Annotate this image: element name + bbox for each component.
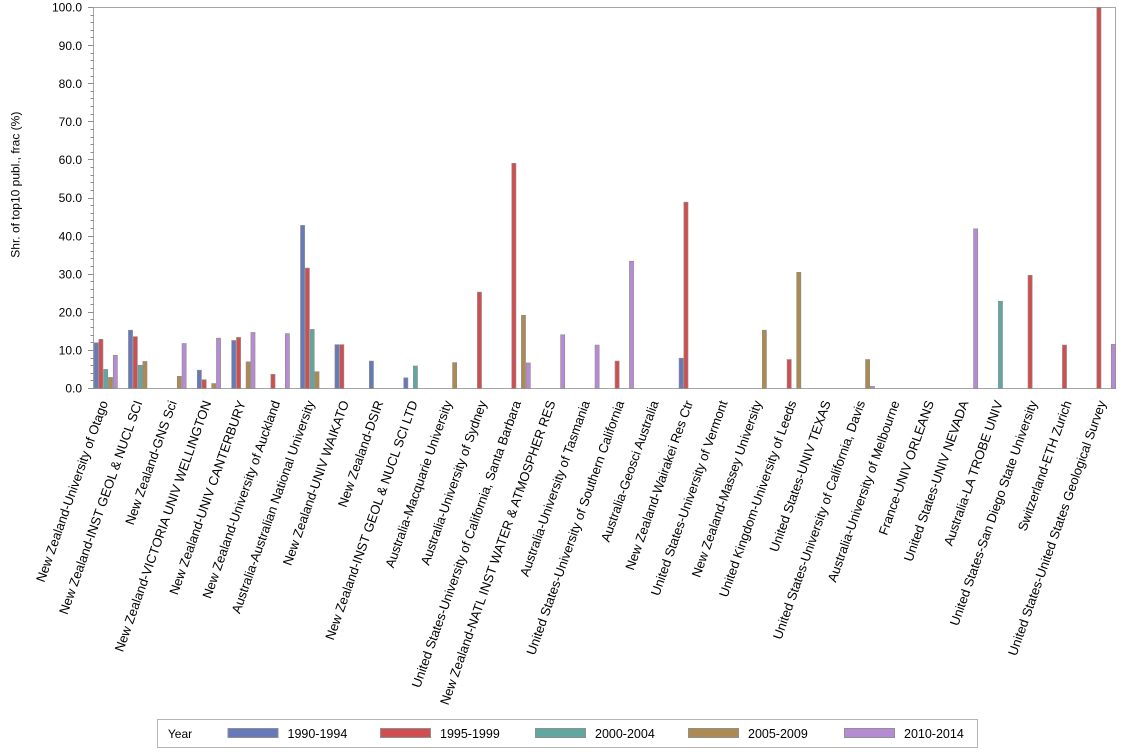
- svg-text:20.0: 20.0: [59, 306, 83, 320]
- svg-text:Shr. of top10 publ., frac (%): Shr. of top10 publ., frac (%): [9, 112, 23, 258]
- svg-text:1990-1994: 1990-1994: [288, 727, 348, 741]
- svg-text:0.0: 0.0: [65, 382, 82, 396]
- svg-text:2000-2004: 2000-2004: [595, 727, 655, 741]
- svg-text:2005-2009: 2005-2009: [748, 727, 808, 741]
- svg-text:60.0: 60.0: [59, 153, 83, 167]
- svg-text:100.0: 100.0: [52, 1, 82, 15]
- svg-text:40.0: 40.0: [59, 229, 83, 243]
- svg-text:1995-1999: 1995-1999: [440, 727, 500, 741]
- svg-text:70.0: 70.0: [59, 115, 83, 129]
- svg-text:30.0: 30.0: [59, 267, 83, 281]
- svg-text:80.0: 80.0: [59, 77, 83, 91]
- svg-text:10.0: 10.0: [59, 344, 83, 358]
- svg-text:50.0: 50.0: [59, 191, 83, 205]
- svg-text:2010-2014: 2010-2014: [904, 727, 964, 741]
- svg-text:Year: Year: [168, 727, 192, 741]
- svg-text:90.0: 90.0: [59, 39, 83, 53]
